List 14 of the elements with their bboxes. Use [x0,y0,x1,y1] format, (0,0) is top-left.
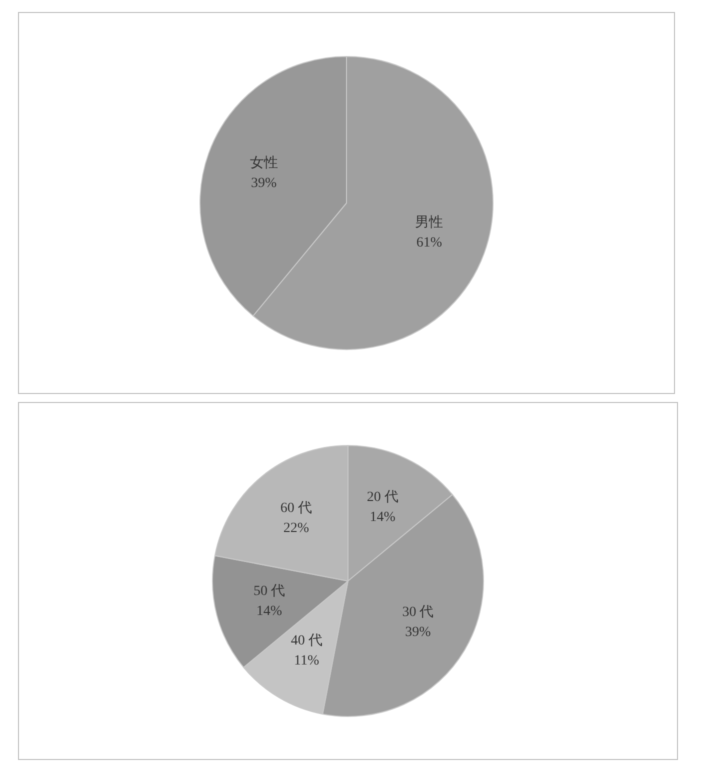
slice-label: 20 代 [366,489,398,506]
data-label: 39% [250,176,277,191]
slice-label: 40 代 [290,632,322,649]
data-label: 11% [294,654,320,669]
data-label: 14% [256,604,282,619]
slice-label: 50 代 [254,582,286,599]
slice-label: 男性 [415,214,444,230]
slice-label: 60 代 [280,500,312,516]
data-label: 22% [283,521,310,536]
slice-label: 30 代 [402,604,434,620]
data-label: 39% [405,625,432,640]
data-label: 61% [416,235,442,250]
slice-label: 女性 [250,154,278,171]
data-label: 14% [370,510,396,526]
